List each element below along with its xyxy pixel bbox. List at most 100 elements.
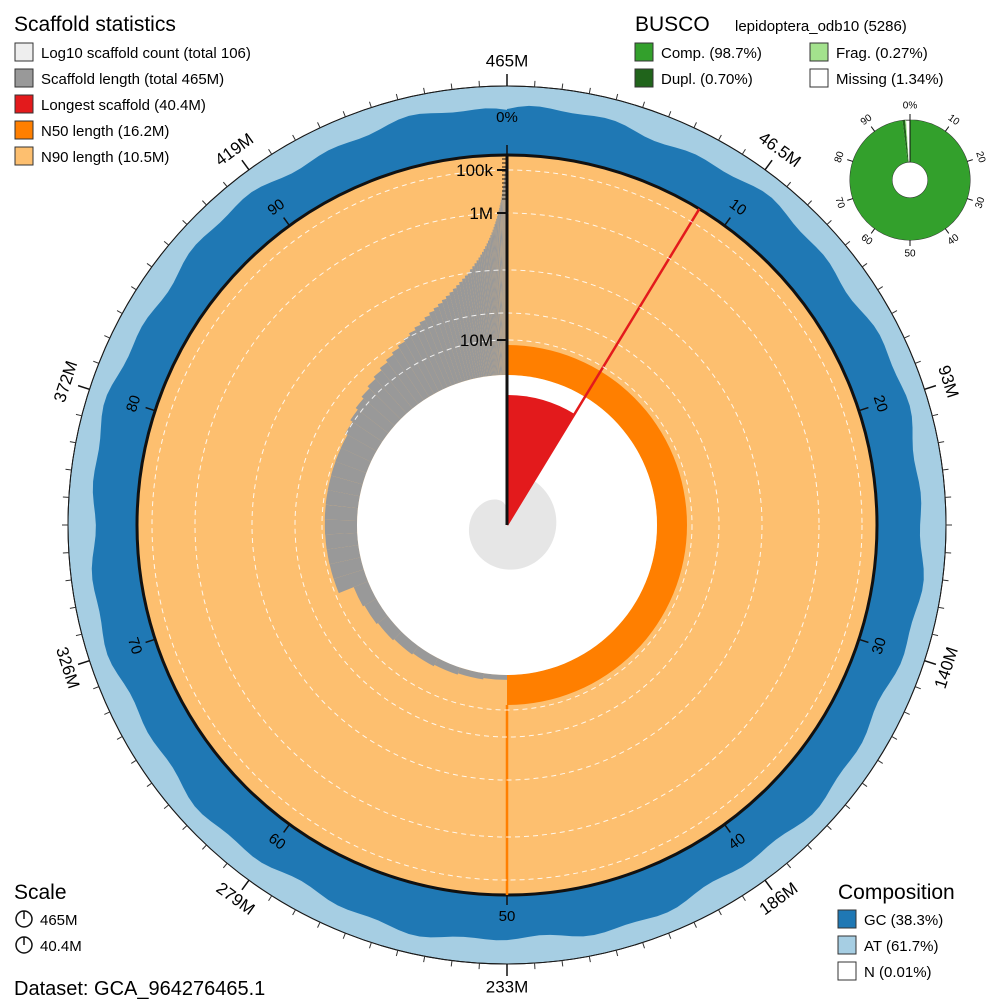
stats-legend-label-length: Scaffold length (total 465M) xyxy=(41,71,224,88)
scaffold-bar-91 xyxy=(503,186,506,376)
outer-major-tick xyxy=(241,879,250,891)
outer-minor-tick xyxy=(561,960,564,967)
scaffold-bar-24 xyxy=(329,557,364,579)
outer-major-tick xyxy=(77,384,90,391)
composition-swatch-n xyxy=(837,961,857,981)
outer-axis-label: 279M xyxy=(213,879,259,919)
outer-major-tick xyxy=(764,879,773,891)
percent-tick-label: 60 xyxy=(265,830,288,854)
percent-tick-label: 50 xyxy=(499,908,516,925)
busco-tick-label: 0% xyxy=(903,101,918,112)
scaffold-bar-17 xyxy=(434,658,461,675)
scaffold-bar-45 xyxy=(409,330,444,392)
busco-tick-label: 50 xyxy=(904,249,916,260)
scaffold-bar-27 xyxy=(324,519,358,535)
busco-donut: 0% 10 20 30 40 50 60 70 80 90 xyxy=(833,101,988,260)
scaffold-bar-80 xyxy=(496,216,503,376)
outer-minor-tick xyxy=(69,606,76,609)
outer-minor-tick xyxy=(668,932,672,939)
scaffold-bar-85 xyxy=(500,202,505,376)
outer-minor-tick xyxy=(75,633,82,637)
outer-minor-tick xyxy=(202,200,207,206)
composition-label-n: N (0.01%) xyxy=(864,964,932,981)
scaffold-bar-50 xyxy=(433,306,463,383)
outer-minor-tick xyxy=(561,83,564,90)
outer-minor-tick xyxy=(861,782,868,787)
outer-minor-tick xyxy=(942,579,949,582)
stats-legend-swatch-longest xyxy=(14,94,34,114)
scale-title: Scale xyxy=(14,881,67,904)
busco-tick xyxy=(847,159,854,162)
scaffold-bar-15 xyxy=(483,673,510,680)
composition-title: Composition xyxy=(838,881,955,904)
busco-tick-label: 20 xyxy=(973,150,987,164)
outer-minor-tick xyxy=(292,909,296,916)
percent-tick xyxy=(723,217,731,227)
outer-minor-tick xyxy=(423,956,426,963)
outer-major-tick xyxy=(241,159,250,171)
busco-legend: BUSCO lepidoptera_odb10 (5286) Comp. (98… xyxy=(634,13,944,88)
stats-legend-swatch-n50 xyxy=(14,120,34,140)
percent-tick xyxy=(283,217,291,227)
outer-major-tick xyxy=(924,659,937,666)
outer-minor-tick xyxy=(807,200,812,206)
grid-circle xyxy=(294,312,720,738)
scaffold-bar-75 xyxy=(492,229,501,376)
grid-circle xyxy=(321,339,693,711)
stats-legend-label-n90: N90 length (10.5M) xyxy=(41,149,169,166)
scaffold-bar-94 xyxy=(504,178,506,376)
grid-circle xyxy=(151,169,863,881)
scaffold-bar-18 xyxy=(413,646,438,667)
outer-minor-tick xyxy=(450,83,453,90)
scaffold-bar-26 xyxy=(325,532,359,550)
outer-minor-tick xyxy=(588,956,591,963)
outer-minor-tick xyxy=(202,844,207,850)
scaffold-bar-47 xyxy=(419,319,452,388)
outer-minor-tick xyxy=(668,111,672,118)
outer-minor-tick xyxy=(369,101,372,108)
busco-complete-segment xyxy=(850,119,971,240)
outer-minor-tick xyxy=(844,240,851,246)
busco-tick-label: 70 xyxy=(833,196,847,210)
busco-legend-swatch-missing xyxy=(809,68,829,88)
scaffold-bar-55 xyxy=(452,288,476,379)
stats-legend-label-longest: Longest scaffold (40.4M) xyxy=(41,97,206,114)
scaffold-bar-76 xyxy=(493,226,501,376)
percent-tick-label: 20 xyxy=(870,393,891,414)
outer-minor-tick xyxy=(450,960,453,967)
scaffold-bar-82 xyxy=(498,210,504,376)
main-snail-circle: 100k 1M 10M 465M 46.5M 93M 140M 186M 233M 279M 32… xyxy=(50,51,962,996)
scaffold-bar-61 xyxy=(469,269,487,377)
scaffold-bar-25 xyxy=(326,545,361,565)
scaffold-bar-67 xyxy=(481,251,495,376)
outer-minor-tick xyxy=(395,93,399,100)
percent-tick-label: 0% xyxy=(496,109,518,126)
busco-tick xyxy=(966,159,973,162)
log-tick-label: 10M xyxy=(460,331,493,350)
busco-duplicated-segment xyxy=(902,120,909,163)
scaffold-bar-88 xyxy=(501,194,505,376)
percent-tick-label: 90 xyxy=(265,196,288,220)
scaffold-bar-65 xyxy=(478,257,493,376)
scaffold-bar-58 xyxy=(462,278,482,378)
outer-minor-tick xyxy=(807,844,812,850)
scaffold-bar-51 xyxy=(437,302,466,382)
busco-tick-label: 30 xyxy=(974,196,988,210)
busco-legend-label-dupl: Dupl. (0.70%) xyxy=(661,71,753,88)
outer-minor-tick xyxy=(826,220,832,225)
busco-lineage: lepidoptera_odb10 (5286) xyxy=(735,18,907,35)
scaffold-bar-63 xyxy=(474,263,490,377)
outer-minor-tick xyxy=(93,686,100,690)
scaffold-stats-legend: Scaffold statistics Log10 scaffold count… xyxy=(14,13,251,166)
percent-tick-label: 40 xyxy=(725,830,748,854)
outer-minor-tick xyxy=(932,413,939,417)
outer-minor-tick xyxy=(317,922,321,928)
busco-fragmented-segment xyxy=(905,120,909,163)
scaffold-bar-66 xyxy=(480,254,494,376)
outer-minor-tick xyxy=(182,220,188,225)
percent-tick xyxy=(723,823,731,833)
outer-minor-tick xyxy=(718,134,722,141)
outer-minor-tick xyxy=(116,310,123,314)
scaffold-bar-72 xyxy=(489,237,499,376)
scaffold-bar-33 xyxy=(340,434,377,462)
